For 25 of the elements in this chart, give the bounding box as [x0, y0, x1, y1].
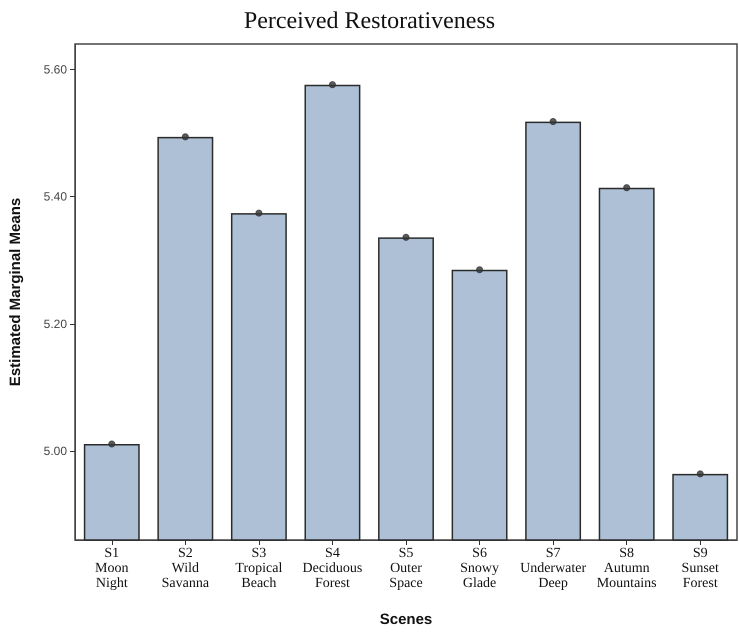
x-tick-label: S1 Moon Night: [95, 546, 129, 591]
x-axis-title: Scenes: [380, 611, 432, 628]
x-tick-label: S6 Snowy Glade: [460, 546, 500, 591]
x-tick-label: S9 Sunset Forest: [682, 546, 719, 591]
x-tick-label: S2 Wild Savanna: [162, 546, 210, 591]
y-tick-label: 5.20: [44, 316, 68, 331]
point: [623, 184, 630, 192]
y-tick-label: 5.40: [44, 190, 68, 204]
x-tick-label: S3 Tropical Beach: [235, 546, 282, 591]
point: [696, 470, 704, 478]
point: [550, 118, 557, 126]
x-tick-label: S4 Deciduous Forest: [302, 546, 362, 591]
y-tick-label: 5.00: [44, 444, 68, 458]
point: [108, 440, 116, 448]
y-axis-title: Estimated Marginal Means: [7, 198, 24, 386]
x-tick-label: S8 Autumn Mountains: [596, 546, 657, 591]
point: [182, 133, 189, 140]
point: [255, 210, 262, 217]
point: [476, 266, 484, 274]
x-tick-label: S7 Underwater Deep: [520, 546, 586, 591]
point: [328, 81, 336, 88]
x-tick-label: S5 Outer Space: [389, 546, 423, 591]
y-tick-label: 5.60: [44, 62, 68, 76]
chart-title: Perceived Restorativeness: [244, 8, 496, 34]
point: [402, 234, 410, 241]
